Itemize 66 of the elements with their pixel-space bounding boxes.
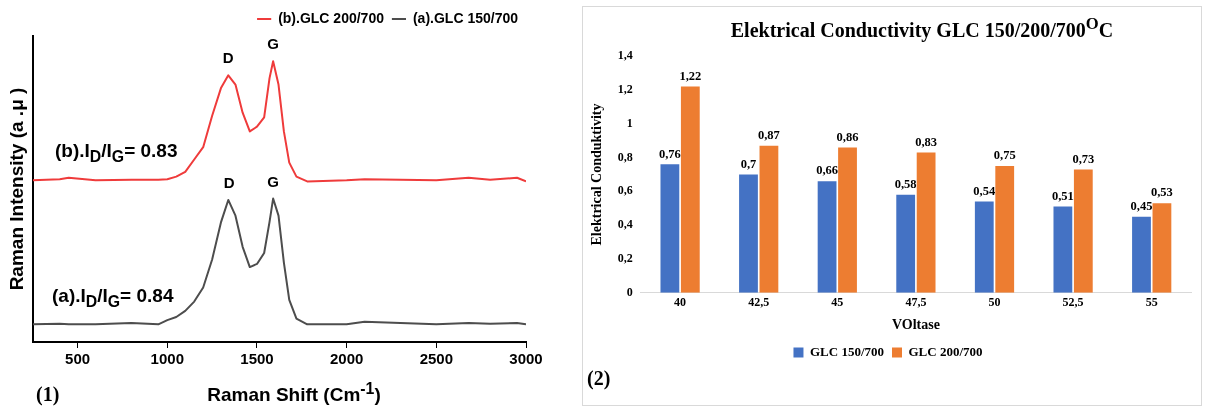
data-label: 0,75 [993,148,1016,163]
bar [838,147,857,293]
y-tick-label: 0,6 [617,183,633,198]
data-label: 0,87 [757,128,780,142]
y-tick-label: 1 [626,115,633,130]
y-tick-label: 1,4 [617,48,633,63]
bar [739,174,758,293]
annotation: G [267,172,279,190]
legend-label: GLC 200/700 [908,343,983,359]
text: (1) [36,383,60,406]
x-tick-label: 55 [1145,295,1158,310]
x-tick-label: 52,5 [1062,295,1084,310]
x-tick-label: 45 [831,295,844,310]
x-axis-title: Raman Shift (Cm$^{-1}$) [207,380,381,406]
annotation: D [223,174,235,192]
bar [916,152,936,293]
y-axis-title: Elektrical Conduktivity [589,103,605,246]
bar [995,166,1015,293]
annotation: D [222,49,234,67]
data-label: 0,7 [740,156,757,171]
legend-label: (a).GLC 150/700 [412,9,519,26]
annotation: (a).I$_{D}$/I$_{G}$= 0.84 [52,285,174,311]
y-tick-label: 0 [626,284,633,299]
data-label: 0,86 [836,129,859,144]
data-label: 0,58 [894,177,917,192]
data-label: 1,22 [679,68,702,83]
x-tick-label: 3000 [509,350,543,368]
x-tick-label: 2000 [329,350,364,368]
y-tick-label: 0,2 [617,251,633,266]
data-label: 0,51 [1051,188,1074,203]
x-tick-label: 42,5 [748,295,770,310]
y-tick-label: 1,2 [617,82,633,97]
data-label: 0,76 [658,146,681,161]
text: (2) [587,367,611,390]
y-axis-title: Raman Intensity (a .μ ) [5,87,27,291]
bar [1132,216,1151,293]
x-axis-title: VOltase [891,317,940,333]
x-tick-label: 1500 [240,350,274,368]
data-label: 0,83 [915,134,938,149]
data-label: 0,73 [1072,151,1095,166]
bar [680,86,700,293]
y-tick-label: 0,4 [617,217,633,232]
x-tick-label: 1000 [150,350,184,368]
bar [660,164,680,293]
data-label: 0,45 [1130,198,1153,213]
data-label: 0,53 [1150,185,1173,200]
bar [896,194,916,293]
bar [759,145,779,293]
legend-label: (b).GLC 200/700 [278,9,385,26]
bar [817,181,837,293]
bar [1053,206,1073,293]
bar [974,201,994,293]
x-tick-label: 40 [674,295,687,310]
chart-title: Elektrical Conductivity GLC 150/200/700$^{O}$C [729,13,1115,41]
annotation: (b).I$_{D}$/I$_{G}$= 0.83 [55,140,178,166]
bar [1152,203,1172,293]
x-tick-label: 2500 [419,350,454,368]
data-label: 0,66 [816,163,839,178]
y-tick-label: 0,8 [617,149,633,164]
bar [1073,169,1093,293]
annotation: G [267,35,279,53]
x-tick-label: 50 [988,295,1001,310]
data-label: 0,54 [973,183,996,198]
legend-label: GLC 150/700 [809,343,885,359]
x-tick-label: 47,5 [905,295,927,310]
x-tick-label: 500 [65,350,91,368]
